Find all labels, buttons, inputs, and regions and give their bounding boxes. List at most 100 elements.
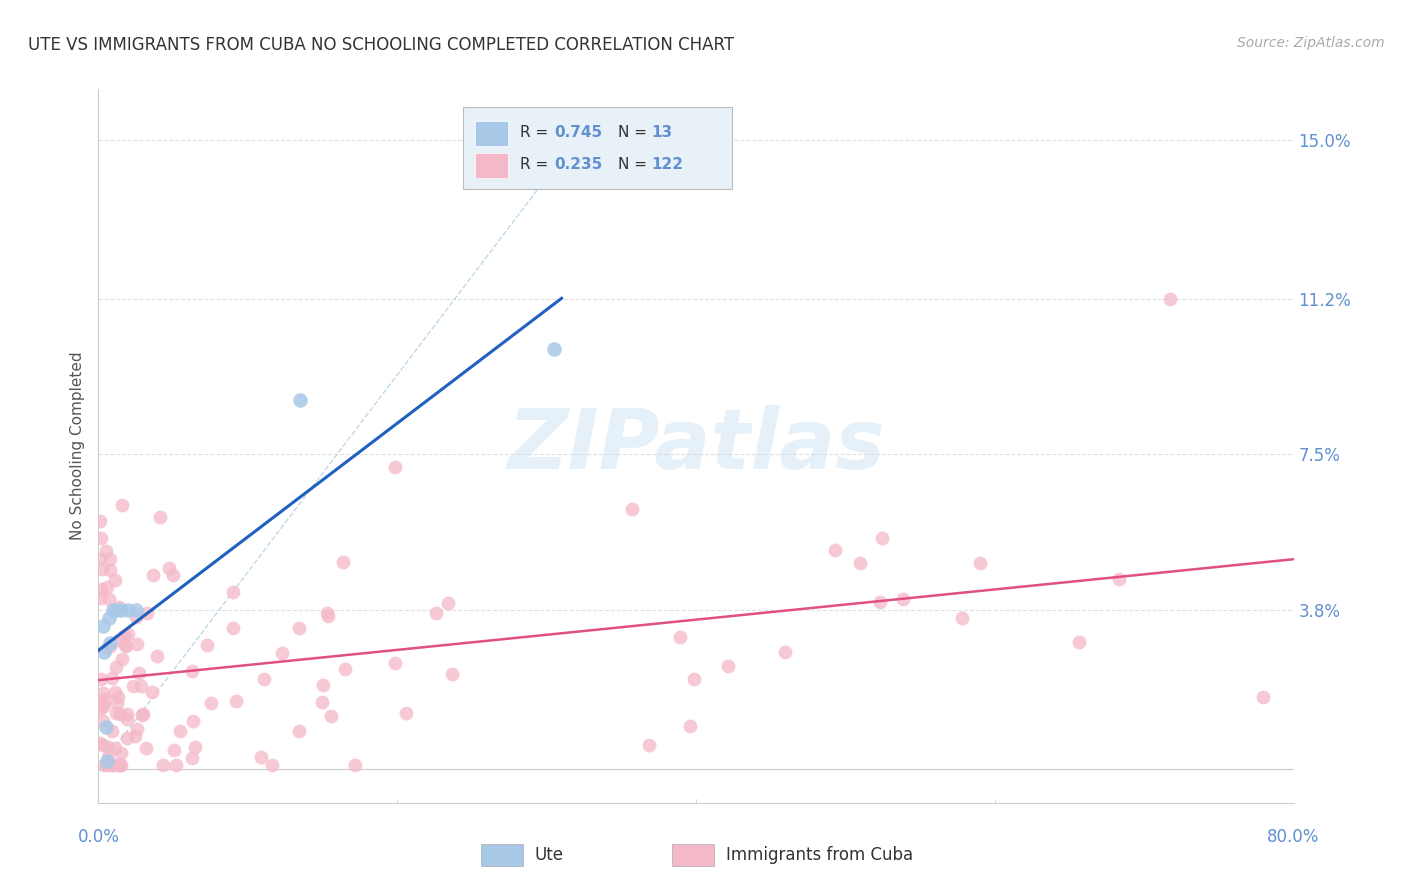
- Point: [101, 723, 124, 738]
- Point: [94, 692, 117, 706]
- Point: [91, 686, 114, 700]
- Point: [395, 706, 418, 720]
- Point: [125, 610, 148, 624]
- Point: [96, 580, 118, 594]
- Point: [437, 596, 460, 610]
- Point: [679, 719, 702, 733]
- Point: [105, 603, 128, 617]
- Point: [146, 649, 169, 664]
- Point: [90, 698, 112, 712]
- Point: [225, 693, 247, 707]
- Bar: [672, 844, 714, 865]
- Point: [311, 677, 333, 691]
- Text: N =: N =: [619, 157, 652, 172]
- Point: [222, 622, 245, 636]
- Point: [89, 552, 111, 566]
- Point: [950, 610, 973, 624]
- Point: [110, 603, 132, 617]
- Point: [91, 619, 114, 633]
- Text: ZIPatlas: ZIPatlas: [508, 406, 884, 486]
- Point: [891, 591, 914, 606]
- Text: 80.0%: 80.0%: [1267, 828, 1320, 846]
- Point: [132, 706, 155, 721]
- Point: [250, 750, 273, 764]
- Point: [125, 723, 148, 737]
- Point: [141, 684, 163, 698]
- Point: [110, 758, 132, 772]
- Point: [115, 707, 138, 722]
- Point: [131, 707, 153, 722]
- Point: [107, 633, 129, 648]
- Point: [107, 758, 129, 772]
- Point: [200, 696, 222, 710]
- Point: [321, 709, 343, 723]
- Point: [195, 638, 218, 652]
- Point: [117, 603, 139, 617]
- Point: [93, 645, 115, 659]
- Point: [183, 740, 205, 755]
- Point: [117, 627, 139, 641]
- Point: [870, 531, 893, 545]
- Point: [384, 460, 406, 475]
- Text: R =: R =: [520, 157, 554, 172]
- Point: [683, 673, 706, 687]
- Point: [287, 621, 309, 635]
- Text: 122: 122: [652, 157, 683, 172]
- Point: [165, 758, 187, 772]
- Point: [1069, 634, 1091, 648]
- Point: [169, 724, 191, 739]
- Point: [96, 641, 118, 656]
- Point: [105, 696, 128, 710]
- Point: [1108, 572, 1130, 586]
- Point: [253, 672, 276, 686]
- Point: [93, 699, 115, 714]
- Point: [332, 555, 354, 569]
- Point: [100, 671, 122, 685]
- Point: [111, 499, 134, 513]
- Point: [149, 510, 172, 524]
- Y-axis label: No Schooling Completed: No Schooling Completed: [70, 351, 86, 541]
- Point: [849, 556, 872, 570]
- Point: [128, 665, 150, 680]
- Point: [89, 736, 111, 750]
- Point: [111, 652, 134, 666]
- Point: [117, 731, 139, 745]
- Point: [440, 667, 463, 681]
- Point: [90, 672, 112, 686]
- Text: Immigrants from Cuba: Immigrants from Cuba: [725, 846, 912, 863]
- Point: [142, 568, 165, 582]
- Point: [869, 594, 891, 608]
- Point: [157, 560, 180, 574]
- Point: [425, 606, 447, 620]
- Point: [620, 502, 643, 516]
- Point: [104, 706, 127, 721]
- Point: [96, 758, 118, 772]
- Text: UTE VS IMMIGRANTS FROM CUBA NO SCHOOLING COMPLETED CORRELATION CHART: UTE VS IMMIGRANTS FROM CUBA NO SCHOOLING…: [28, 36, 734, 54]
- Text: 13: 13: [652, 125, 673, 140]
- Point: [91, 738, 114, 752]
- Point: [343, 758, 366, 772]
- Point: [180, 664, 202, 678]
- Text: 0.235: 0.235: [554, 157, 602, 172]
- Point: [91, 561, 114, 575]
- Point: [101, 758, 124, 772]
- Point: [270, 646, 292, 660]
- Point: [135, 740, 157, 755]
- Point: [124, 729, 146, 743]
- Point: [89, 695, 111, 709]
- Point: [97, 611, 120, 625]
- FancyBboxPatch shape: [463, 107, 733, 189]
- Point: [125, 637, 148, 651]
- Point: [107, 690, 129, 705]
- Point: [96, 754, 118, 768]
- Point: [110, 746, 132, 760]
- Point: [98, 563, 121, 577]
- Point: [288, 723, 311, 738]
- Point: [91, 714, 114, 728]
- Point: [162, 743, 184, 757]
- Point: [333, 662, 356, 676]
- Point: [104, 685, 127, 699]
- Point: [114, 638, 136, 652]
- Point: [98, 639, 121, 653]
- Text: Source: ZipAtlas.com: Source: ZipAtlas.com: [1237, 36, 1385, 50]
